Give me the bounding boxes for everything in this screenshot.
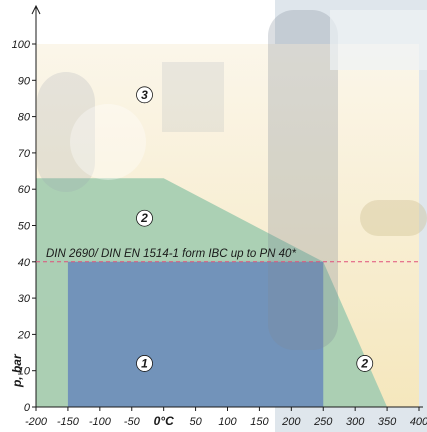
watermark-shape [330,10,427,70]
x-tick-label: 400 [410,416,427,428]
x-tick-label: -100 [89,416,112,428]
y-tick-label: 80 [18,112,31,124]
x-tick-label: 150 [250,416,269,428]
watermark-shape [268,10,338,350]
axes: 0 10 20 30 40 50 60 70 80 90 100 -200 -150 -100 -50 0°C… [12,4,427,428]
x-tick-label: 350 [378,416,397,428]
reference-line-label: DIN 2690/ DIN EN 1514-1 form IBC up to P… [46,248,296,260]
y-axis-arrow [31,4,41,15]
region-label-circle [136,209,153,227]
watermark-shape [360,200,427,236]
x-tick-label: 200 [281,416,301,428]
watermark-shape [162,62,224,132]
y-tick-label: 60 [18,184,31,196]
y-axis-label: p, bar [10,353,24,388]
y-tick-label: 10 [18,366,31,378]
y-tick-label: 100 [12,39,31,51]
y-tick-label: 40 [18,257,31,269]
region-label: 2 [140,211,148,225]
labels: p, bar DIN 2690/ DIN EN 1514-1 form IBC u… [10,86,419,388]
overlay-decoration [37,10,427,350]
x-tick-label: -50 [124,416,141,428]
y-tick-label: 30 [18,293,31,305]
region-label: 2 [360,356,368,370]
regions [36,44,419,407]
y-tick-label: 20 [17,329,31,341]
y-tick-label: 90 [18,75,31,87]
x-tick-label: 100 [218,416,237,428]
x-tick-label: -200 [25,416,48,428]
x-tick-label: 0°C [154,414,174,428]
y-tick-label: 70 [18,148,31,160]
x-tick-label: 300 [346,416,365,428]
region-label-circle [356,355,374,372]
x-tick-label: 250 [313,416,333,428]
x-tick-label: 50 [189,416,202,428]
region-label: 3 [141,88,148,102]
region-1 [67,261,324,407]
region-label-circle [136,355,153,372]
watermark-shape [37,72,95,192]
x-tick-label: -150 [57,416,80,428]
region-label: 1 [141,356,148,370]
watermark-shape [70,104,146,180]
y-tick-label: 50 [18,221,31,233]
region-label-circle [136,86,153,104]
y-tick-label: 0 [24,402,31,414]
